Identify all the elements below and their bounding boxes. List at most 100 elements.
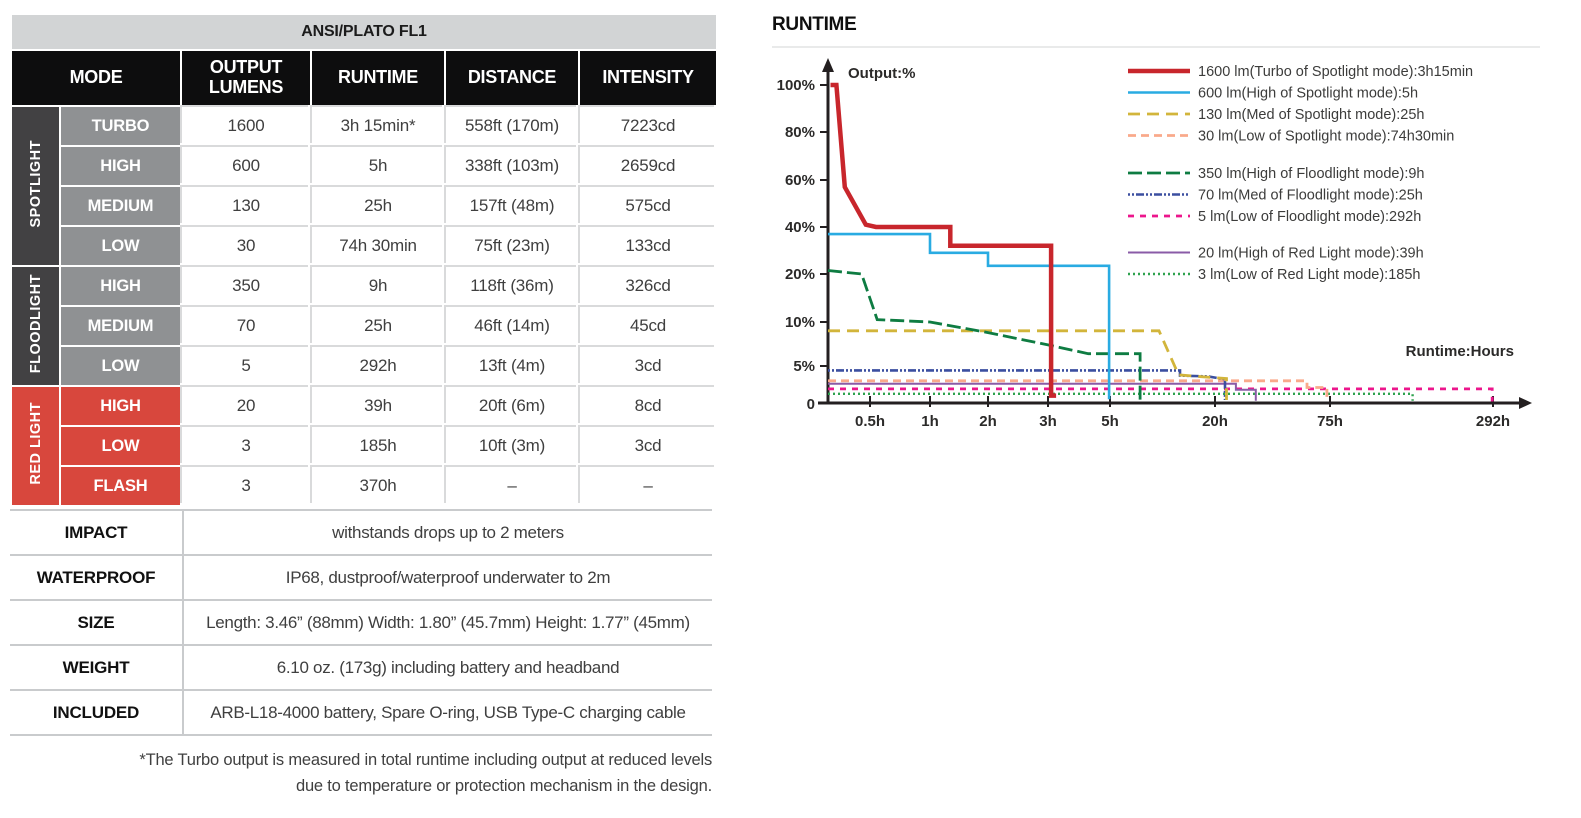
y-axis-tick-label: 20% [785,266,815,283]
chart-axes: 100% 80% 60% 40% 20% 10% 5% 0 0.5h 1h 2h 3h 5h 20h 75h… [777,58,1532,430]
cell-lumens: 3 [182,427,310,465]
table-row: RED LIGHT HIGH 20 39h 20ft (6m) 8cd [12,387,717,505]
cell-intensity: 3cd [580,427,717,465]
y-axis-tick-label: 100% [777,77,815,94]
cell-distance: – [446,467,578,505]
group-label-text: FLOODLIGHT [27,273,44,374]
table-row: HIGH 600 5h 338ft (103m) 2659cd [12,147,717,185]
spec-label: SIZE [10,599,184,645]
cell-runtime: 25h [312,307,444,345]
cell-intensity: 133cd [580,227,717,265]
y-axis-label: Output:% [848,65,915,82]
cell-intensity: – [580,467,717,505]
spec-details-table: IMPACT withstands drops up to 2 meters W… [10,509,712,736]
x-axis-label: Runtime:Hours [1406,343,1514,360]
y-axis-tick-label: 0 [807,396,815,413]
mode-cell: HIGH [61,147,180,185]
mode-cell: FLASH [61,467,180,505]
cell-distance: 118ft (36m) [446,267,578,305]
spec-value: Length: 3.46” (88mm) Width: 1.80” (45.7m… [183,599,712,645]
mode-cell: LOW [61,427,180,465]
legend-label-red-low-3: 3 lm(Low of Red Light mode):185h [1198,267,1420,283]
legend-label-flood-low-5: 5 lm(Low of Floodlight mode):292h [1198,209,1421,225]
table-row: LOW 5 292h 13ft (4m) 3cd [12,347,717,385]
cell-intensity: 45cd [580,307,717,345]
chart-divider [772,46,1540,48]
cell-runtime: 185h [312,427,444,465]
series-line-flood-low-5 [828,387,1494,402]
table-row: LOW 3 185h 10ft (3m) 3cd [12,427,717,465]
spec-table-section: ANSI/PLATO FL1 MODE OUTPUT LUMENS RUNTIM… [10,13,717,799]
spec-label: WATERPROOF [10,554,184,600]
mode-cell: TURBO [61,107,180,145]
y-axis-tick-label: 5% [793,358,815,375]
chart-title: RUNTIME [772,14,857,35]
x-axis-tick-label: 75h [1317,413,1343,430]
x-axis-tick-label: 2h [979,413,997,430]
series-line-high-600 [828,232,1111,400]
chart-legend: 1600 lm(Turbo of Spotlight mode):3h15min… [1128,64,1473,283]
table-row: IMPACT withstands drops up to 2 meters [10,509,712,555]
cell-runtime: 5h [312,147,444,185]
x-axis-tick-label: 20h [1202,413,1228,430]
legend-label-med-130: 130 lm(Med of Spotlight mode):25h [1198,107,1425,123]
cell-intensity: 3cd [580,347,717,385]
group-label-spotlight: SPOTLIGHT [12,107,59,265]
footnote-line: *The Turbo output is measured in total r… [139,751,712,769]
spec-value: ARB-L18-4000 battery, Spare O-ring, USB … [183,689,712,736]
cell-intensity: 2659cd [580,147,717,185]
cell-lumens: 20 [182,387,310,425]
cell-runtime: 25h [312,187,444,225]
x-axis-tick-label: 5h [1101,413,1119,430]
table-row: SIZE Length: 3.46” (88mm) Width: 1.80” (… [10,599,712,645]
group-label-red-light: RED LIGHT [12,387,59,505]
cell-intensity: 575cd [580,187,717,225]
cell-runtime: 39h [312,387,444,425]
cell-runtime: 370h [312,467,444,505]
cell-intensity: 8cd [580,387,717,425]
spec-value: withstands drops up to 2 meters [183,509,712,555]
cell-lumens: 5 [182,347,310,385]
series-line-turbo-1600 [830,82,1057,398]
cell-lumens: 1600 [182,107,310,145]
table-row: SPOTLIGHT TURBO 1600 3h 15min* 558ft (17… [12,107,717,265]
column-header-intensity: INTENSITY [580,51,717,105]
series-line-flood-high-350 [827,269,1142,401]
cell-lumens: 350 [182,267,310,305]
series-line-low-30 [828,379,1329,401]
series-line-flood-med-70 [828,369,1227,400]
legend-label-red-high-20: 20 lm(High of Red Light mode):39h [1198,246,1424,262]
table-row: MEDIUM 70 25h 46ft (14m) 45cd [12,307,717,345]
series-line-red-low-3 [828,392,1414,401]
footnote-line: due to temperature or protection mechani… [295,776,712,795]
legend-label-flood-med-70: 70 lm(Med of Floodlight mode):25h [1198,188,1423,204]
column-header-runtime: RUNTIME [312,51,444,105]
cell-lumens: 600 [182,147,310,185]
cell-distance: 10ft (3m) [446,427,578,465]
runtime-chart-panel: RUNTIME Output:% Runtime:Hours 100% 80% 60… [762,8,1577,478]
series-line-red-high-20 [828,382,1257,401]
cell-lumens: 3 [182,467,310,505]
table-row: MEDIUM 130 25h 157ft (48m) 575cd [12,187,717,225]
legend-label-high-600: 600 lm(High of Spotlight mode):5h [1198,86,1418,102]
cell-intensity: 7223cd [580,107,717,145]
cell-lumens: 30 [182,227,310,265]
cell-distance: 13ft (4m) [446,347,578,385]
series-line-med-130 [828,329,1228,400]
cell-distance: 20ft (6m) [446,387,578,425]
table-row: FLOODLIGHT HIGH 350 9h 118ft (36m) 326cd [12,267,717,385]
footnote: *The Turbo output is measured in total r… [10,748,712,799]
cell-distance: 338ft (103m) [446,147,578,185]
spec-label: WEIGHT [10,644,184,690]
column-header-lumens: OUTPUT LUMENS [182,51,310,105]
cell-intensity: 326cd [580,267,717,305]
y-axis-tick-label: 40% [785,219,815,236]
cell-distance: 75ft (23m) [446,227,578,265]
spec-value: IP68, dustproof/waterproof underwater to… [183,554,712,600]
mode-cell: LOW [61,347,180,385]
x-axis-tick-label: 1h [921,413,939,430]
table-row: WATERPROOF IP68, dustproof/waterproof un… [10,554,712,600]
cell-lumens: 130 [182,187,310,225]
y-axis-tick-label: 10% [785,314,815,331]
